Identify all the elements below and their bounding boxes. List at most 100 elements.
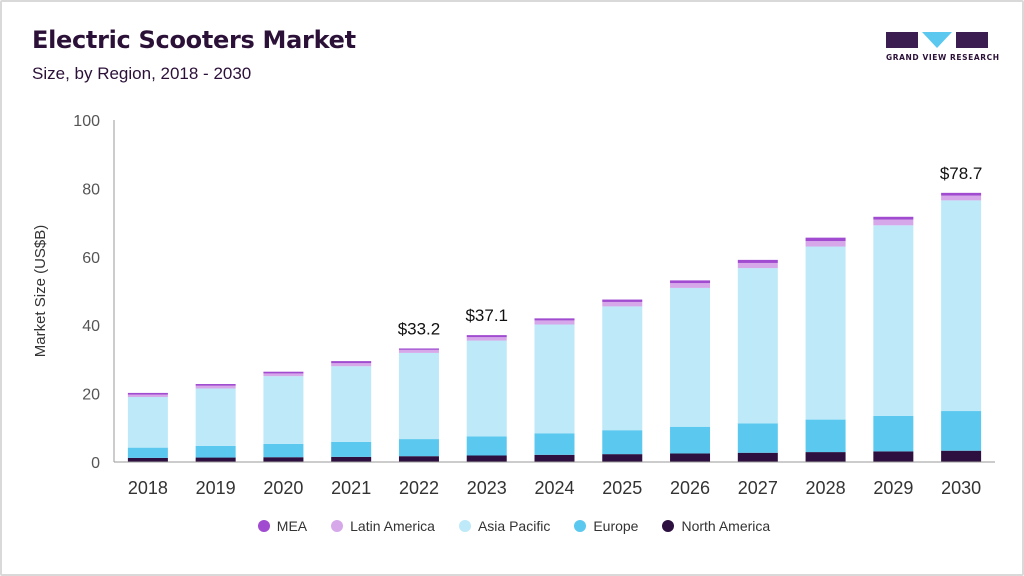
x-axis-ticks: 2018 2019 2020 2021 2022 2023 2024 2025 2026 2027… <box>128 478 981 498</box>
bar-stack-2021 <box>331 361 372 462</box>
x-tick-label: 2025 <box>602 478 642 498</box>
bar-segment-europe <box>466 436 507 456</box>
bar-segment-latin-america <box>873 219 914 226</box>
bar-segment-latin-america <box>398 349 439 353</box>
logo-block-right <box>956 32 988 48</box>
bar-segment-north-america <box>737 452 778 462</box>
x-tick-label: 2018 <box>128 478 168 498</box>
bar-segment-north-america <box>331 456 372 462</box>
bar-segment-europe <box>737 423 778 453</box>
bar-segment-europe <box>263 443 304 458</box>
legend-item-north-america: North America <box>662 518 770 534</box>
bar-segment-mea <box>127 392 168 395</box>
bar-segment-asia-pacific <box>534 324 575 434</box>
bar-segment-north-america <box>127 457 168 462</box>
legend-label: Latin America <box>350 518 435 534</box>
y-tick-label: 100 <box>73 113 100 130</box>
bar-segment-europe <box>195 445 236 458</box>
bar-segment-mea <box>331 361 372 364</box>
total-label: $37.1 <box>465 306 508 325</box>
bar-segment-latin-america <box>331 363 372 367</box>
bar-segment-latin-america <box>737 262 778 269</box>
legend-label: Europe <box>593 518 639 534</box>
bar-stack-2019 <box>195 384 236 462</box>
y-tick-label: 40 <box>82 318 100 335</box>
legend-label: North America <box>681 518 771 534</box>
x-tick-label: 2028 <box>806 478 846 498</box>
bar-segment-north-america <box>670 453 711 462</box>
grand-view-research-logo: GRAND VIEW RESEARCH <box>886 30 1000 64</box>
bar-segment-asia-pacific <box>602 306 643 431</box>
y-tick-label: 80 <box>82 181 100 198</box>
bar-segment-europe <box>805 419 846 453</box>
legend-swatch <box>331 520 344 532</box>
bar-segment-asia-pacific <box>670 287 711 427</box>
y-tick-label: 20 <box>82 387 100 404</box>
total-label: $33.2 <box>398 319 441 338</box>
legend-item-mea: MEA <box>257 518 308 534</box>
bar-segment-north-america <box>602 454 643 462</box>
logo-block-left <box>886 32 918 48</box>
bar-stack-2022 <box>398 348 439 462</box>
bar-stack-2027 <box>737 259 778 462</box>
x-tick-label: 2019 <box>196 478 236 498</box>
bar-segment-latin-america <box>263 373 304 377</box>
bar-segment-latin-america <box>127 394 168 398</box>
bar-stack-2030 <box>941 192 982 462</box>
x-tick-label: 2021 <box>331 478 371 498</box>
bar-segment-north-america <box>534 454 575 462</box>
bar-segment-europe <box>398 439 439 457</box>
bar-segment-mea <box>534 318 575 321</box>
bar-segment-asia-pacific <box>195 388 236 446</box>
bar-segment-north-america <box>195 457 236 462</box>
total-annotations: $33.2 $37.1 $78.7 <box>398 164 983 339</box>
bar-segment-latin-america <box>466 337 507 341</box>
bar-segment-europe <box>941 411 982 451</box>
bar-segment-north-america <box>873 451 914 462</box>
bar-segment-latin-america <box>670 283 711 288</box>
legend-item-latin-america: Latin America <box>331 518 435 534</box>
bar-segment-mea <box>263 371 304 374</box>
bar-segment-europe <box>127 447 168 458</box>
bar-segment-latin-america <box>941 195 982 201</box>
logo-triangle <box>922 32 952 48</box>
bar-segment-latin-america <box>805 241 846 247</box>
bar-segment-latin-america <box>534 320 575 325</box>
bar-segment-mea <box>195 384 236 386</box>
legend-label: Asia Pacific <box>477 518 551 534</box>
bar-segment-mea <box>602 299 643 302</box>
x-tick-label: 2024 <box>534 478 574 498</box>
bar-stack-2028 <box>805 237 846 462</box>
legend-item-europe: Europe <box>574 518 638 534</box>
bar-segment-north-america <box>805 452 846 462</box>
bar-segment-mea <box>737 259 778 263</box>
legend-swatch <box>257 520 270 532</box>
x-tick-label: 2026 <box>670 478 710 498</box>
bar-stack-2018 <box>127 392 168 462</box>
bar-segment-asia-pacific <box>737 268 778 424</box>
bar-stack-2025 <box>602 299 643 462</box>
bar-segment-mea <box>466 335 507 338</box>
stacked-bar-chart: 0 20 40 60 80 100 2018 2019 2020 2021 2022 2023 202… <box>32 113 995 498</box>
bar-segment-asia-pacific <box>127 397 168 448</box>
y-tick-label: 0 <box>91 455 100 472</box>
bar-segment-north-america <box>398 456 439 462</box>
logo-text: GRAND VIEW RESEARCH <box>886 53 1000 62</box>
bar-segment-mea <box>398 348 439 350</box>
bar-segment-mea <box>941 192 982 196</box>
bar-stack-2023 <box>466 335 507 462</box>
bar-segment-mea <box>805 237 846 242</box>
bar-segment-europe <box>331 441 372 457</box>
logo-mark-icon <box>886 32 988 48</box>
x-tick-label: 2027 <box>738 478 778 498</box>
bar-segment-europe <box>534 433 575 455</box>
bar-stack-2026 <box>670 280 711 462</box>
legend-item-asia-pacific: Asia Pacific <box>458 518 551 534</box>
legend-label: MEA <box>276 518 308 534</box>
bar-segment-mea <box>670 280 711 284</box>
bar-stacks <box>127 192 982 462</box>
bar-segment-europe <box>670 426 711 454</box>
chart-subtitle: Size, by Region, 2018 - 2030 <box>32 64 252 83</box>
bar-stack-2024 <box>534 318 575 462</box>
